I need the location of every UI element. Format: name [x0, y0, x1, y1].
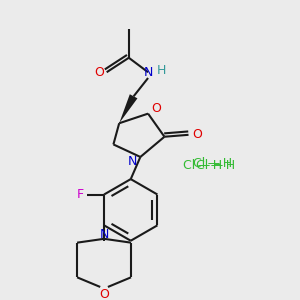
Text: N: N [143, 66, 153, 79]
Text: Cl — H: Cl — H [196, 159, 235, 172]
Text: Cl — H: Cl — H [193, 157, 233, 170]
Text: N: N [128, 155, 137, 168]
Text: F: F [76, 188, 83, 201]
Text: N: N [99, 229, 109, 242]
Text: H: H [157, 64, 166, 77]
Text: O: O [94, 66, 104, 79]
Text: O: O [151, 102, 161, 115]
Text: Cl — H: Cl — H [183, 159, 223, 172]
Text: O: O [99, 288, 109, 300]
Text: O: O [192, 128, 202, 141]
Polygon shape [119, 94, 137, 123]
